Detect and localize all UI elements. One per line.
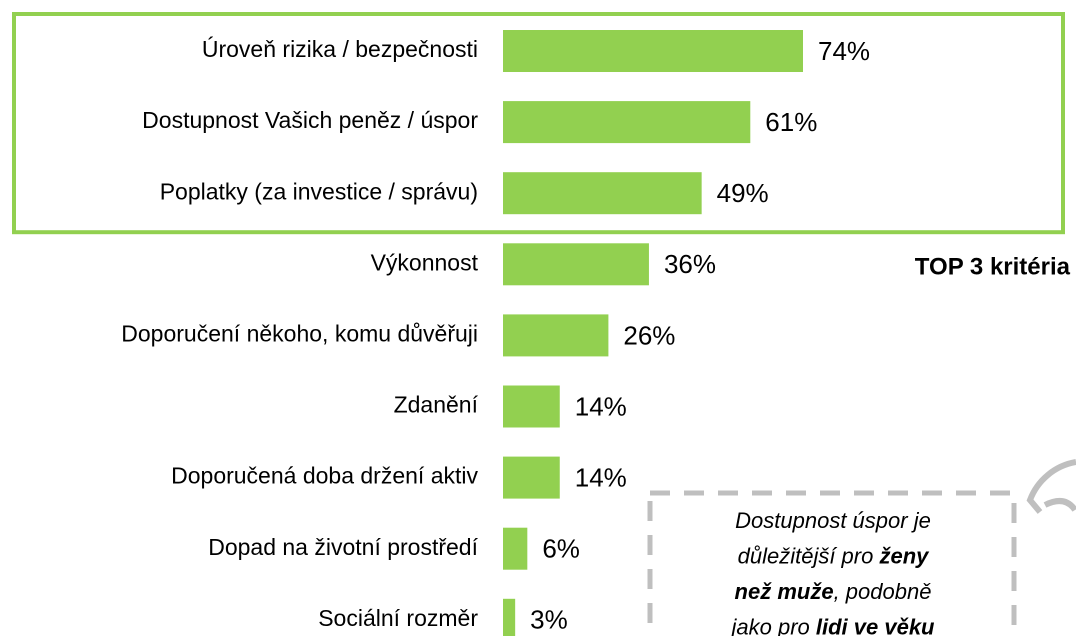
bar [503,598,516,636]
value-label: 36% [664,249,716,279]
callout-text: jako pro [728,614,815,636]
bar [503,527,528,570]
value-label: 6% [542,534,580,564]
icon [1026,459,1076,514]
callout-line: jako pro lidi ve věku [728,614,935,636]
callout-line: než muže, podobně [735,579,932,604]
category-label: Sociální rozměr [318,605,478,631]
category-label: Výkonnost [371,249,479,275]
highlight-label: TOP 3 kritéria [915,253,1071,280]
bar [503,456,560,499]
category-label: Poplatky (za investice / správu) [160,178,478,204]
value-label: 74% [818,36,870,66]
value-label: 49% [717,178,769,208]
callout-box [647,490,1017,636]
callout-text: než muže [735,579,834,604]
value-label: 26% [623,320,675,350]
bar [503,30,803,72]
callout-line: Dostupnost úspor je [735,508,931,533]
highlight-box [12,12,1065,235]
callout-text: ženy [878,543,930,568]
callout-text: lidi ve věku [816,614,935,636]
value-label: 61% [765,107,817,137]
bar [503,385,560,428]
category-label: Dopad na životní prostředí [208,534,478,560]
bar [503,314,609,357]
value-label: 3% [530,605,568,635]
callout-text: Dostupnost úspor je [735,508,931,533]
value-label: 14% [575,462,627,492]
category-label: Dostupnost Vašich peněz / úspor [142,107,478,133]
bar [503,172,702,215]
callout-line: důležitější pro ženy [738,543,931,568]
callout-text: , podobně [834,579,932,604]
category-label: Zdanění [394,392,479,418]
category-label: Úroveň rizika / bezpečnosti [202,36,478,62]
category-label: Doporučená doba držení aktiv [171,463,478,489]
callout-text: důležitější pro [738,543,880,568]
category-label: Doporučení někoho, komu důvěřuji [121,320,478,346]
value-label: 14% [575,391,627,421]
bar [503,243,649,286]
bar [503,101,751,144]
